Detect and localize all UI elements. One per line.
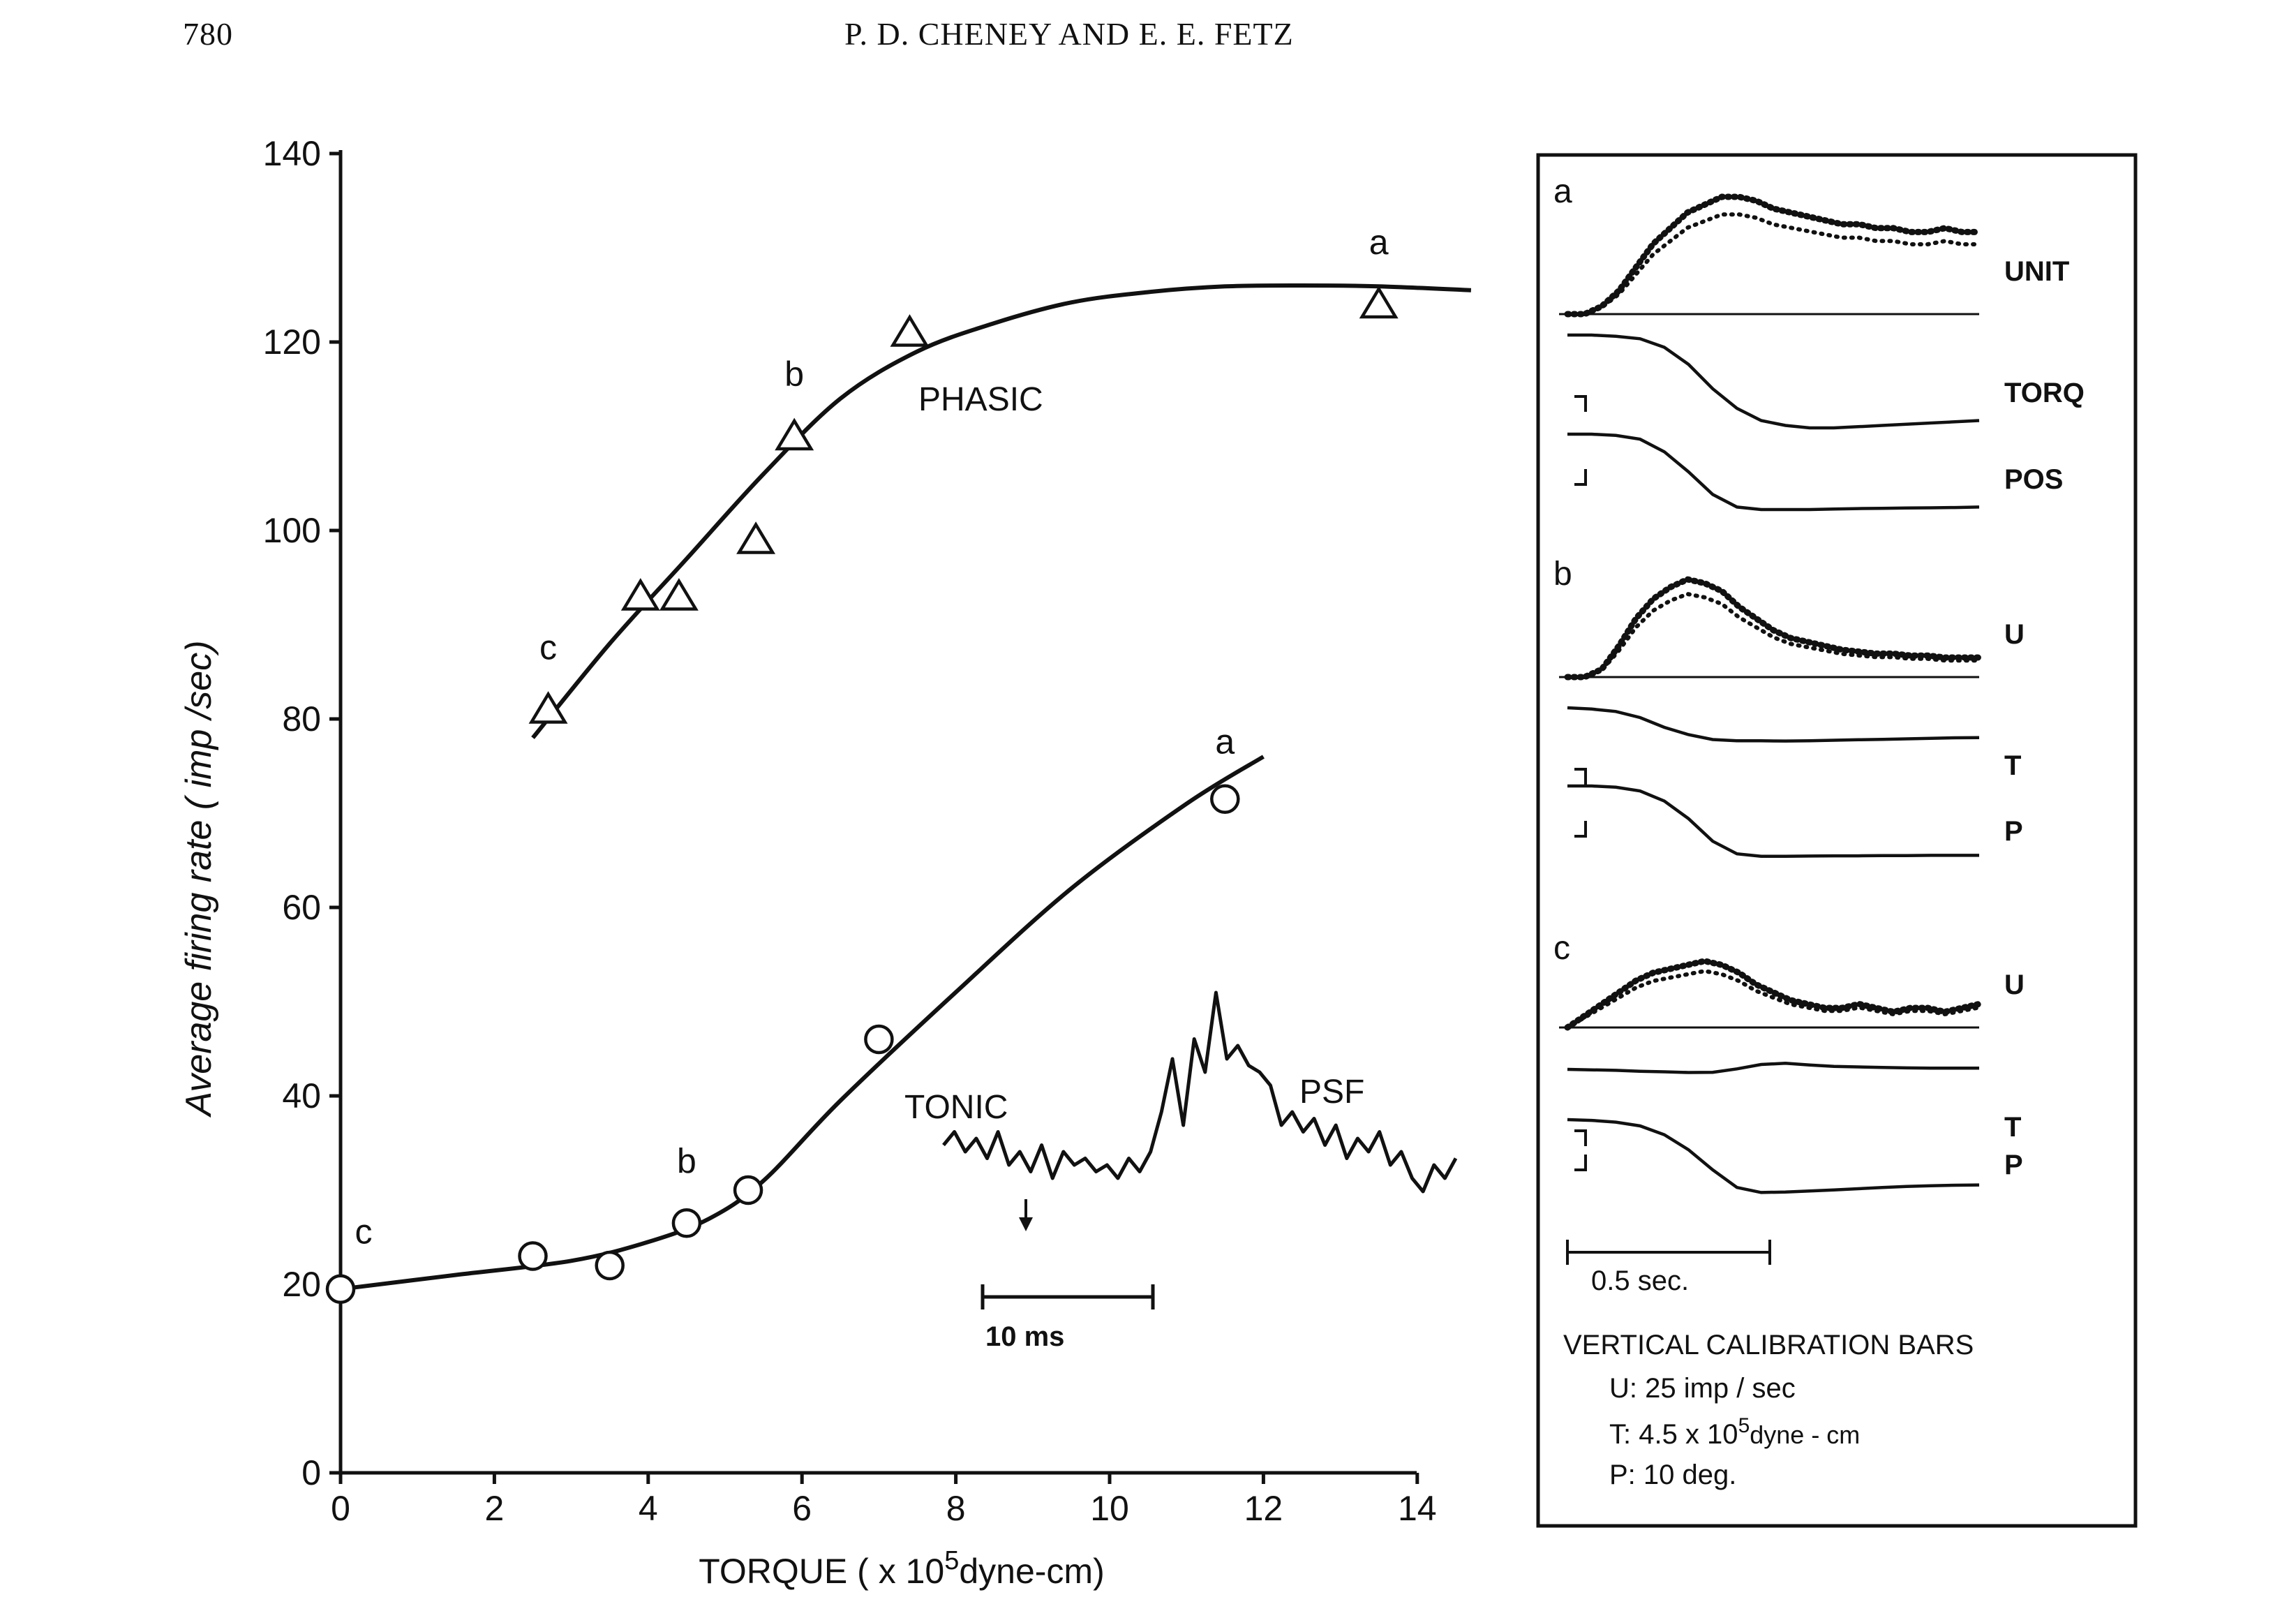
x-tick-label: 14 — [1398, 1489, 1437, 1528]
time-scale-label: 0.5 sec. — [1591, 1266, 1689, 1296]
tonic-data-point — [864, 1024, 894, 1055]
torque-trace — [1567, 1062, 1979, 1074]
unit-rate-trace — [1564, 193, 1983, 318]
page-number: 780 — [183, 16, 233, 52]
point-label-b: b — [784, 355, 804, 394]
point-label-b: b — [677, 1141, 696, 1180]
y-tick-label: 120 — [263, 322, 321, 362]
calibration-p: P: 10 deg. — [1609, 1460, 1736, 1490]
calibration-bracket-bottom — [1574, 821, 1587, 838]
x-tick-label: 0 — [331, 1489, 350, 1528]
y-tick-label: 60 — [282, 888, 321, 927]
phasic-data-point — [775, 417, 814, 451]
trace-group-c: c U TP — [1553, 930, 2025, 1194]
trace-panel-frame — [1536, 153, 2138, 1528]
trace-label-pos: POS — [2004, 464, 2063, 495]
calibration-t-exponent: 5 — [1738, 1414, 1750, 1437]
tonic-data-point — [518, 1241, 548, 1271]
calibration-bracket-top — [1574, 768, 1587, 785]
y-tick-label: 100 — [263, 511, 321, 550]
torque-trace — [1567, 333, 1980, 430]
tonic-data-point — [1210, 784, 1240, 814]
x-tick-label: 2 — [484, 1489, 504, 1528]
y-tick-label: 20 — [282, 1265, 321, 1304]
unit-rate-trace — [1564, 576, 1983, 681]
x-axis-label-exponent: 5 — [944, 1546, 959, 1575]
trace-label-t: T — [2004, 750, 2021, 781]
position-trace — [1567, 1118, 1980, 1194]
y-tick-label: 0 — [301, 1453, 321, 1492]
x-tick-label: 8 — [946, 1489, 966, 1528]
trace-group-b: b U T P — [1553, 556, 2025, 859]
position-trace — [1567, 784, 1979, 859]
x-tick-label: 4 — [639, 1489, 658, 1528]
phasic-data-point — [528, 691, 568, 724]
x-tick-label: 6 — [792, 1489, 812, 1528]
phasic-data-point — [620, 578, 660, 611]
point-label-c: c — [539, 628, 557, 667]
x-tick-label: 12 — [1244, 1489, 1283, 1528]
y-tick-label: 140 — [263, 134, 321, 173]
phasic-data-point — [1359, 285, 1399, 319]
tonic-data-point — [325, 1274, 356, 1304]
trace-label-p: P — [2004, 816, 2023, 847]
x-axis-label-main: TORQUE ( x 10 — [699, 1552, 944, 1591]
calibration-bracket-bottom — [1574, 469, 1587, 486]
torque-trace — [1567, 706, 1980, 743]
psf-arrow-head — [1019, 1217, 1033, 1231]
trace-label-t: T — [2004, 1112, 2021, 1143]
unit-rate-trace-secondary — [1565, 969, 1981, 1030]
unit-rate-trace — [1564, 958, 1983, 1031]
tonic-fit-curve — [340, 755, 1265, 1291]
x-axis-label-unit: dyne-cm) — [959, 1552, 1104, 1591]
phasic-data-point — [736, 521, 776, 554]
psf-trace — [942, 990, 1458, 1194]
panel-label-b: b — [1553, 556, 1572, 593]
calibration-bracket-bottom — [1574, 1155, 1587, 1171]
calibration-u: U: 25 imp / sec — [1609, 1373, 1796, 1404]
series-label-phasic: PHASIC — [918, 381, 1043, 418]
position-trace — [1567, 432, 1980, 512]
trace-group-a: a UNIT TORQ POS — [1553, 173, 2085, 512]
psf-label: PSF — [1299, 1074, 1364, 1111]
psf-scale-label: 10 ms — [985, 1321, 1064, 1352]
tonic-data-point — [671, 1208, 702, 1238]
panel-label-a: a — [1553, 173, 1572, 210]
trace-label-p: P — [2004, 1150, 2023, 1180]
point-label-a: a — [1215, 722, 1235, 762]
phasic-fit-curve — [531, 283, 1472, 739]
calibration-bracket-top — [1574, 395, 1587, 412]
calibration-bracket-top — [1574, 1129, 1587, 1146]
firing-rate-chart: 0 20 40 60 80 100 120 140 0 2 4 6 8 10 12 14 a b c a b c Av… — [179, 134, 1472, 1591]
tonic-data-point — [733, 1175, 763, 1205]
y-tick-label: 40 — [282, 1076, 321, 1115]
unit-rate-trace-secondary — [1565, 591, 1981, 679]
calibration-t-unit: dyne - cm — [1750, 1420, 1860, 1449]
series-label-tonic: TONIC — [904, 1089, 1008, 1126]
calibration-title: VERTICAL CALIBRATION BARS — [1563, 1330, 1974, 1360]
panel-label-c: c — [1553, 930, 1570, 967]
trace-label-torq: TORQ — [2004, 378, 2085, 408]
tonic-data-point — [595, 1250, 625, 1281]
running-head: P. D. CHENEY AND E. E. FETZ — [844, 16, 1294, 52]
point-label-a: a — [1369, 223, 1389, 262]
x-tick-label: 10 — [1090, 1489, 1129, 1528]
psf-inset: PSF 10 ms — [942, 990, 1458, 1352]
trace-label-u: U — [2004, 619, 2025, 650]
trace-label-unit: UNIT — [2004, 256, 2069, 287]
unit-rate-trace-secondary — [1565, 212, 1981, 316]
y-axis-label: Average firing rate ( imp /sec) — [179, 640, 219, 1118]
phasic-data-point — [659, 578, 699, 611]
phasic-data-point — [890, 314, 930, 347]
x-axis-label: TORQUE ( x 105dyne-cm) — [699, 1546, 1104, 1591]
point-label-c: c — [355, 1212, 373, 1252]
y-tick-label: 80 — [282, 699, 321, 739]
calibration-t: T: 4.5 x 105dyne - cm — [1609, 1414, 1860, 1450]
trace-label-u: U — [2004, 970, 2025, 1000]
calibration-t-main: T: 4.5 x 10 — [1609, 1419, 1738, 1450]
